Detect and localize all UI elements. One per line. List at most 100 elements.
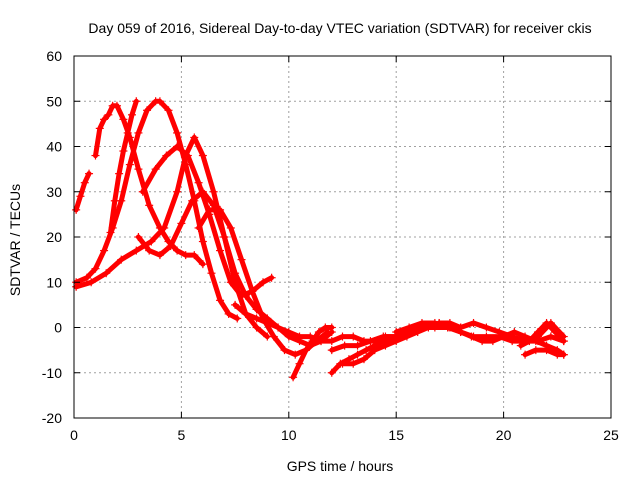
data-point xyxy=(100,246,109,255)
y-tick-label: 50 xyxy=(46,93,62,109)
data-point xyxy=(338,359,347,368)
data-point xyxy=(173,142,182,151)
data-point xyxy=(402,332,411,341)
data-point xyxy=(119,147,128,156)
data-point xyxy=(435,318,444,327)
data-point xyxy=(173,187,182,196)
data-point xyxy=(102,269,111,278)
series-line xyxy=(518,320,567,349)
data-point xyxy=(370,346,379,355)
data-point xyxy=(417,318,426,327)
data-point xyxy=(392,328,401,337)
series-sat-j xyxy=(289,323,336,382)
x-axis-label: GPS time / hours xyxy=(287,458,394,474)
data-point xyxy=(338,332,347,341)
data-point xyxy=(488,337,497,346)
data-point xyxy=(413,328,422,337)
data-point xyxy=(76,192,85,201)
data-point xyxy=(327,337,336,346)
data-point xyxy=(327,323,336,332)
data-point xyxy=(359,355,368,364)
data-point xyxy=(112,101,121,110)
data-point xyxy=(95,124,104,133)
y-tick-label: 0 xyxy=(54,320,62,336)
data-point xyxy=(216,205,225,214)
data-point xyxy=(226,278,235,287)
data-series xyxy=(72,97,568,382)
data-point xyxy=(134,128,143,137)
data-point xyxy=(525,337,534,346)
x-tick-label: 10 xyxy=(281,427,297,443)
data-point xyxy=(231,269,240,278)
data-point xyxy=(87,278,96,287)
data-point xyxy=(495,328,504,337)
data-point xyxy=(125,160,134,169)
series-sat-p xyxy=(521,346,568,359)
data-point xyxy=(349,359,358,368)
data-point xyxy=(207,269,216,278)
x-tick-label: 15 xyxy=(388,427,404,443)
data-point xyxy=(551,328,560,337)
data-point xyxy=(559,337,568,346)
data-point xyxy=(284,328,293,337)
data-point xyxy=(115,169,124,178)
data-point xyxy=(542,346,551,355)
data-point xyxy=(205,205,214,214)
data-point xyxy=(478,337,487,346)
data-point xyxy=(166,242,175,251)
chart-title: Day 059 of 2016, Sidereal Day-to-day VTE… xyxy=(88,20,591,36)
data-point xyxy=(469,318,478,327)
data-point xyxy=(224,309,233,318)
data-point xyxy=(80,178,89,187)
data-point xyxy=(456,323,465,332)
data-point xyxy=(220,233,229,241)
data-point xyxy=(467,332,476,341)
data-point xyxy=(499,332,508,341)
data-point xyxy=(127,110,136,119)
y-tick-label: 40 xyxy=(46,139,62,155)
data-point xyxy=(531,346,540,355)
data-point xyxy=(91,151,100,160)
data-point xyxy=(349,332,358,341)
y-tick-label: -20 xyxy=(42,410,62,426)
data-point xyxy=(72,205,81,214)
x-tick-label: 25 xyxy=(603,427,619,443)
data-point xyxy=(119,115,128,124)
data-point xyxy=(100,115,109,124)
data-point xyxy=(327,346,336,355)
data-point xyxy=(143,106,152,115)
data-point xyxy=(198,151,207,160)
data-point xyxy=(392,337,401,346)
data-point xyxy=(134,165,143,174)
data-point xyxy=(353,350,362,359)
data-point xyxy=(248,287,257,296)
data-point xyxy=(145,201,154,210)
data-point xyxy=(209,187,218,196)
axes: 0 5 10 15 20 25 -20 -10 0 10 20 30 40 50 60 xyxy=(42,48,619,443)
data-point xyxy=(190,251,199,260)
data-point xyxy=(314,328,323,337)
data-point xyxy=(134,233,143,241)
y-axis-label: SDTVAR / TECUs xyxy=(7,184,23,296)
data-point xyxy=(237,255,246,264)
data-point xyxy=(173,246,182,255)
data-point xyxy=(151,165,160,174)
data-point xyxy=(132,97,141,106)
data-point xyxy=(533,328,542,337)
data-point xyxy=(241,291,250,300)
data-point xyxy=(106,228,115,237)
data-point xyxy=(190,133,199,142)
data-point xyxy=(445,318,454,327)
data-point xyxy=(181,251,190,260)
data-point xyxy=(295,359,304,368)
data-point xyxy=(104,110,113,119)
data-point xyxy=(177,219,186,228)
data-point xyxy=(542,318,551,327)
y-tick-label: 60 xyxy=(46,48,62,64)
data-point xyxy=(91,264,100,273)
data-point xyxy=(280,346,289,355)
data-point xyxy=(241,309,250,318)
data-point xyxy=(110,196,119,205)
y-tick-label: 10 xyxy=(46,274,62,290)
